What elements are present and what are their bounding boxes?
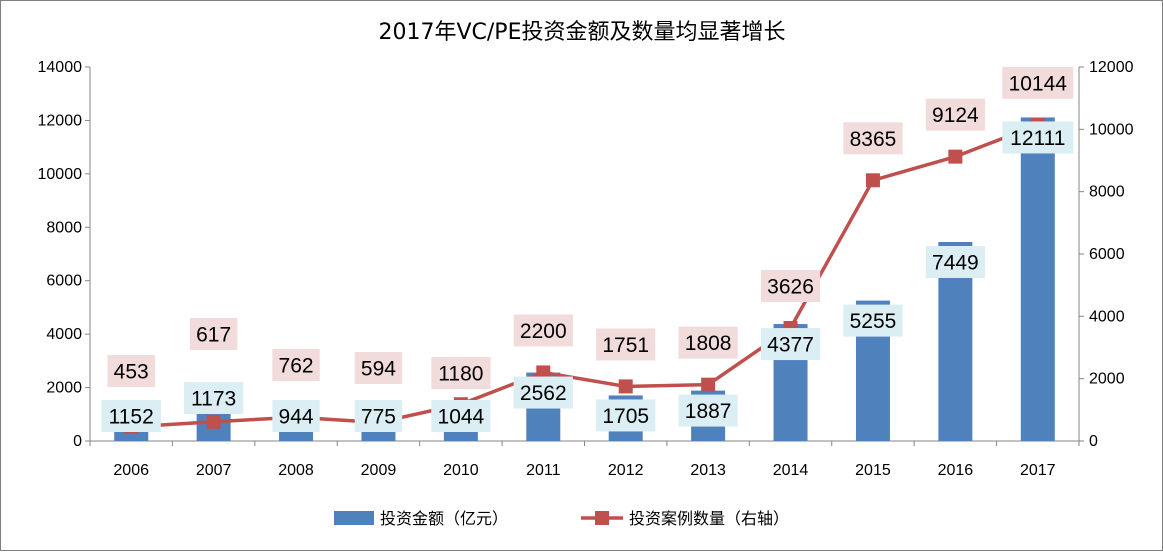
bar-data-label-bg	[354, 400, 403, 432]
left-tick-label: 6000	[46, 273, 82, 290]
bar-data-label: 775	[361, 406, 396, 429]
line-data-label: 594	[361, 358, 396, 381]
bar-data-label-bg	[184, 382, 244, 414]
bar-data-label: 944	[279, 406, 314, 429]
bar-data-label: 1173	[191, 388, 236, 411]
left-tick-label: 10000	[38, 166, 83, 183]
right-tick-label: 8000	[1089, 184, 1125, 201]
left-tick-label: 4000	[46, 326, 82, 343]
legend-swatch-bar	[334, 511, 374, 525]
legend-label-line: 投资案例数量（右轴）	[629, 509, 789, 528]
line-data-label: 8365	[850, 128, 897, 151]
line-data-label-bg	[1002, 66, 1074, 99]
left-tick-label: 12000	[38, 112, 83, 129]
x-tick-label: 2017	[1020, 462, 1056, 479]
line-marker	[865, 173, 880, 188]
line-data-label: 762	[279, 355, 314, 378]
left-tick-label: 2000	[46, 380, 82, 397]
line-data-label: 3626	[767, 275, 814, 298]
line-series	[131, 123, 1039, 429]
x-tick-label: 2007	[196, 462, 232, 479]
right-tick-label: 4000	[1089, 308, 1125, 325]
x-tick-label: 2009	[361, 462, 397, 479]
line-marker	[536, 365, 551, 380]
line-data-label: 10144	[1009, 72, 1068, 95]
line-data-label: 453	[114, 361, 149, 384]
line-data-label: 1751	[602, 334, 649, 357]
bar-data-label-bg	[678, 394, 738, 427]
bar-data-label: 2562	[520, 382, 567, 405]
right-tick-label: 0	[1089, 433, 1098, 450]
legend-swatch-marker	[595, 511, 609, 525]
line-data-label-bg	[513, 314, 573, 347]
bar-data-label-bg	[513, 376, 573, 409]
right-tick-label: 10000	[1089, 121, 1134, 138]
legend-label-bar: 投资金额（亿元）	[380, 509, 508, 528]
right-tick-label: 2000	[1089, 371, 1125, 388]
line-data-label: 9124	[932, 104, 979, 127]
bar-data-label: 5255	[850, 310, 897, 333]
line-data-label-bg	[760, 269, 821, 302]
bar-data-label: 7449	[932, 252, 979, 275]
bar-data-label: 4377	[767, 334, 814, 357]
chart-title: 2017年VC/PE投资金额及数量均显著增长	[379, 20, 786, 45]
x-tick-label: 2006	[113, 462, 149, 479]
x-tick-label: 2014	[773, 462, 809, 479]
x-tick-label: 2016	[938, 462, 974, 479]
bar-data-label: 12111	[1010, 127, 1065, 150]
x-tick-label: 2008	[278, 462, 314, 479]
line-marker	[701, 377, 716, 392]
line-data-label-bg	[925, 98, 985, 131]
plot-area: 0 2000 4000 6000 8000 10000 12000 14000 0 2000 400…	[38, 59, 1134, 479]
legend: 投资金额（亿元） 投资案例数量（右轴）	[334, 509, 789, 528]
bar-data-label: 1152	[109, 406, 154, 429]
bar-data-label-bg	[272, 400, 320, 432]
bar-data-label: 1044	[438, 406, 485, 429]
right-tick-label: 6000	[1089, 246, 1125, 263]
line-marker	[206, 414, 221, 429]
bar-data-label-bg	[925, 246, 985, 279]
line-marker	[618, 379, 633, 394]
bar-data-label: 1705	[602, 405, 649, 428]
bar-data-label-bg	[596, 399, 656, 432]
x-tick-label: 2010	[443, 462, 479, 479]
left-tick-label: 8000	[46, 219, 82, 236]
line-data-label-bg	[107, 355, 155, 387]
x-tick-label: 2013	[690, 462, 726, 479]
bar-data-label-bg	[760, 328, 821, 361]
line-data-label-bg	[596, 328, 656, 361]
bar-data-label-bg	[431, 400, 491, 432]
right-tick-label: 12000	[1089, 59, 1134, 76]
x-tick-label: 2015	[855, 462, 891, 479]
left-tick-label: 0	[73, 433, 82, 450]
line-data-label-bg	[354, 352, 403, 384]
line-data-label: 2200	[520, 320, 567, 343]
bar-data-label-bg	[1002, 121, 1074, 154]
x-tick-label: 2011	[526, 462, 561, 479]
left-tick-label: 14000	[38, 59, 83, 76]
line-data-label-bg	[189, 318, 238, 350]
bar-data-label-bg	[101, 400, 161, 432]
line-data-label: 617	[196, 324, 231, 347]
x-tick-label: 2012	[608, 462, 644, 479]
line-data-label-bg	[431, 357, 491, 389]
line-data-label-bg	[843, 122, 903, 155]
bar-data-label: 1887	[685, 400, 732, 423]
line-data-label-bg	[272, 349, 320, 381]
bar	[1020, 117, 1055, 441]
bar-data-label-bg	[843, 304, 903, 337]
line-data-label-bg	[678, 326, 738, 359]
line-data-label: 1808	[685, 332, 732, 355]
line-data-label: 1180	[438, 363, 483, 386]
line-marker	[948, 149, 963, 164]
